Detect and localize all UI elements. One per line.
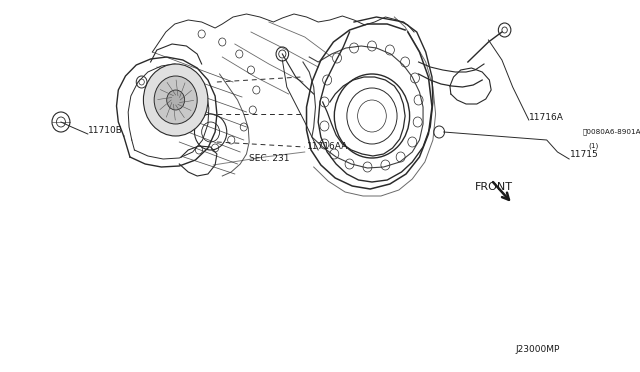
Text: J23000MP: J23000MP — [516, 345, 560, 354]
Circle shape — [143, 64, 208, 136]
Text: 11715: 11715 — [570, 150, 599, 159]
Circle shape — [154, 76, 197, 124]
Circle shape — [166, 90, 184, 110]
Text: SEC. 231: SEC. 231 — [248, 154, 289, 163]
Text: 11716AA: 11716AA — [307, 142, 348, 151]
Text: 11716A: 11716A — [529, 113, 564, 122]
Text: 11710B: 11710B — [88, 126, 123, 135]
Text: FRONT: FRONT — [475, 182, 513, 192]
Text: ␶0080A6-8901A: ␶0080A6-8901A — [582, 129, 640, 135]
Text: (1): (1) — [588, 143, 598, 149]
